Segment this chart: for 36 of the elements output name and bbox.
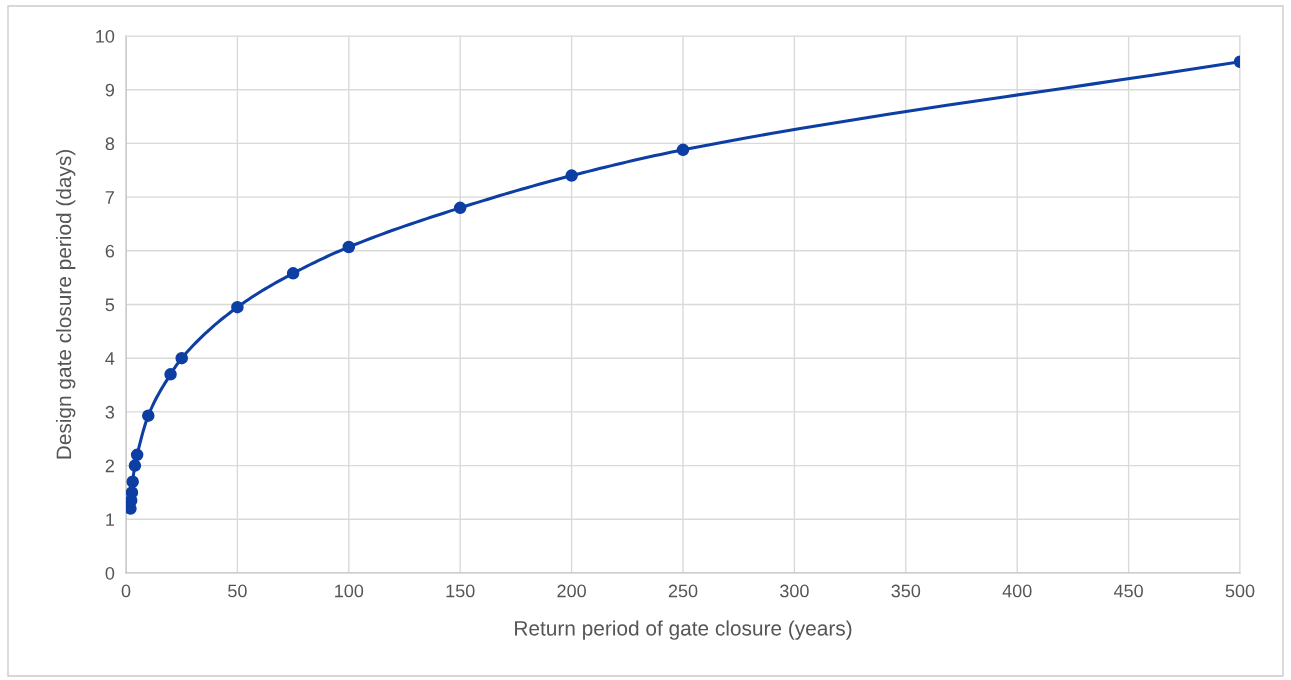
y-tick-label: 4: [105, 352, 115, 365]
point: [286, 267, 300, 280]
y-axis-title: Design gate closure period (days): [55, 150, 76, 459]
y-tick-label: 9: [105, 83, 115, 97]
point: [453, 201, 467, 215]
x-tick-label: 350: [891, 584, 921, 598]
x-tick-label: 50: [228, 584, 247, 598]
x-tick-label: 250: [668, 584, 698, 598]
x-tick-label: 100: [335, 584, 364, 598]
y-tick-label: 7: [105, 191, 114, 204]
point: [231, 300, 244, 314]
point: [676, 143, 690, 157]
y-tick-label: 8: [105, 137, 115, 151]
y-tick-label: 5: [105, 298, 115, 312]
point: [126, 475, 139, 488]
y-tick-label: 0: [105, 566, 115, 580]
y-tick-label: 1: [106, 513, 115, 526]
x-tick-label: 150: [446, 584, 475, 598]
x-tick-label: 500: [1225, 584, 1255, 598]
x-axis-title: Return period of gate closure (years): [515, 620, 852, 640]
x-tick-label: 300: [780, 584, 809, 598]
x-tick-label: 200: [557, 584, 586, 598]
y-tick-label: 10: [96, 29, 115, 43]
x-tick-label: 450: [1113, 584, 1143, 598]
point: [565, 169, 578, 182]
point: [130, 448, 144, 462]
point: [164, 368, 177, 381]
y-tick-label: 6: [105, 244, 115, 258]
y-tick-label: 3: [105, 405, 115, 419]
x-tick-label: 0: [121, 584, 131, 598]
point: [128, 459, 142, 472]
point: [342, 240, 356, 254]
x-tick-label: 400: [1002, 584, 1032, 598]
point: [142, 409, 155, 422]
point: [175, 351, 188, 365]
y-tick-label: 2: [105, 459, 114, 473]
